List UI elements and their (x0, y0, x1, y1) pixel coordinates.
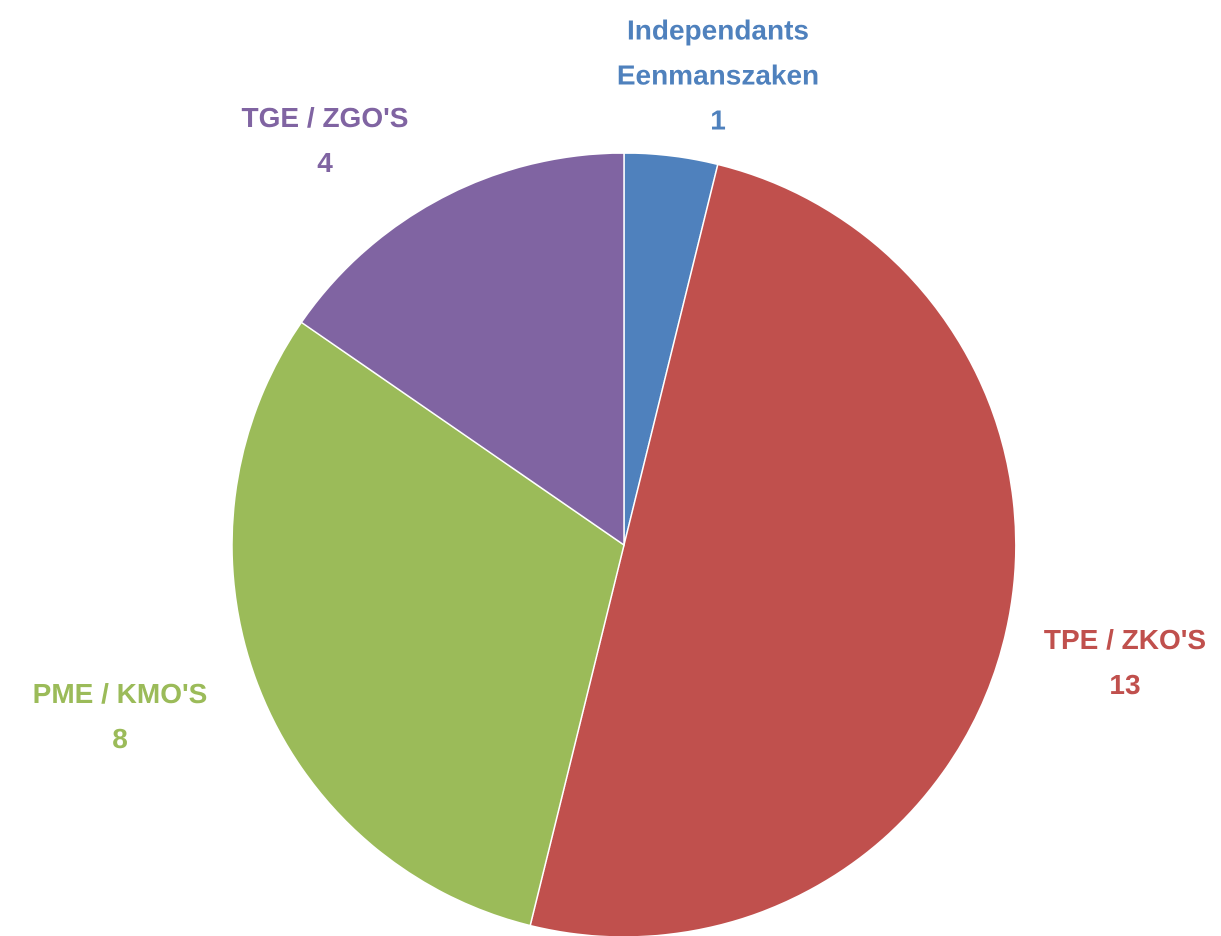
slice-label: PME / KMO'S 8 (0, 671, 240, 761)
slice-label: Independants Eenmanszaken 1 (603, 8, 833, 143)
category-label: TGE / ZGO'S (241, 102, 409, 133)
value-label: 1 (710, 104, 726, 136)
value-label: 13 (1109, 669, 1141, 700)
slice-label: TPE / ZKO'S 13 (1005, 617, 1221, 707)
pie-slice (529, 163, 1017, 936)
value-label: 8 (112, 723, 128, 754)
category-label: Independants Eenmanszaken (616, 14, 820, 91)
pie-slice (231, 321, 625, 927)
value-label: 4 (317, 147, 333, 178)
category-label: TPE / ZKO'S (1043, 624, 1207, 655)
slice-label: TGE / ZGO'S 4 (205, 95, 445, 185)
category-label: PME / KMO'S (32, 678, 208, 709)
pie-slice (300, 152, 625, 547)
